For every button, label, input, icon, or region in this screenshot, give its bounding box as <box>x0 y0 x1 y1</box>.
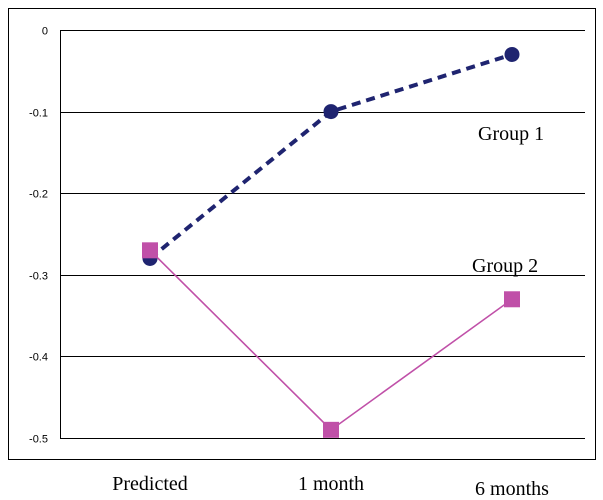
y-tick-label: -0.4 <box>29 352 48 364</box>
y-tick-label: -0.2 <box>29 189 48 201</box>
y-axis-ticks: 0 -0.1 -0.2 -0.3 -0.4 -0.5 <box>29 26 48 446</box>
y-tick-label: 0 <box>42 26 48 38</box>
y-tick-label: -0.5 <box>29 434 48 446</box>
data-point-group1 <box>504 46 520 62</box>
category-label: 1 month <box>298 473 364 495</box>
series-labels: Group 1 Group 2 <box>472 123 544 277</box>
series-label-group2: Group 2 <box>472 255 538 277</box>
category-label: Predicted <box>112 473 188 495</box>
data-point-group1 <box>323 104 339 120</box>
category-label: 6 months <box>475 478 549 500</box>
series-label-group1: Group 1 <box>478 123 544 145</box>
series-layer <box>142 46 520 438</box>
chart-frame <box>8 8 596 460</box>
y-tick-label: -0.3 <box>29 271 48 283</box>
y-tick-label: -0.1 <box>29 108 48 120</box>
grid-layer <box>60 30 585 439</box>
data-point-group2 <box>142 242 158 259</box>
data-point-group2 <box>504 291 520 308</box>
data-point-group2 <box>323 421 339 438</box>
category-labels: Predicted 1 month 6 months <box>112 473 549 500</box>
